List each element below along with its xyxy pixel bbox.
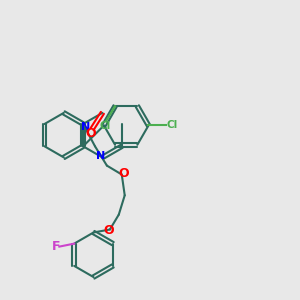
Text: O: O [103, 224, 114, 238]
Text: O: O [85, 127, 96, 140]
Text: N: N [96, 151, 106, 161]
Text: O: O [118, 167, 128, 179]
Text: Cl: Cl [99, 121, 110, 131]
Text: N: N [82, 122, 91, 132]
Text: F: F [52, 240, 60, 253]
Text: Cl: Cl [166, 121, 177, 130]
